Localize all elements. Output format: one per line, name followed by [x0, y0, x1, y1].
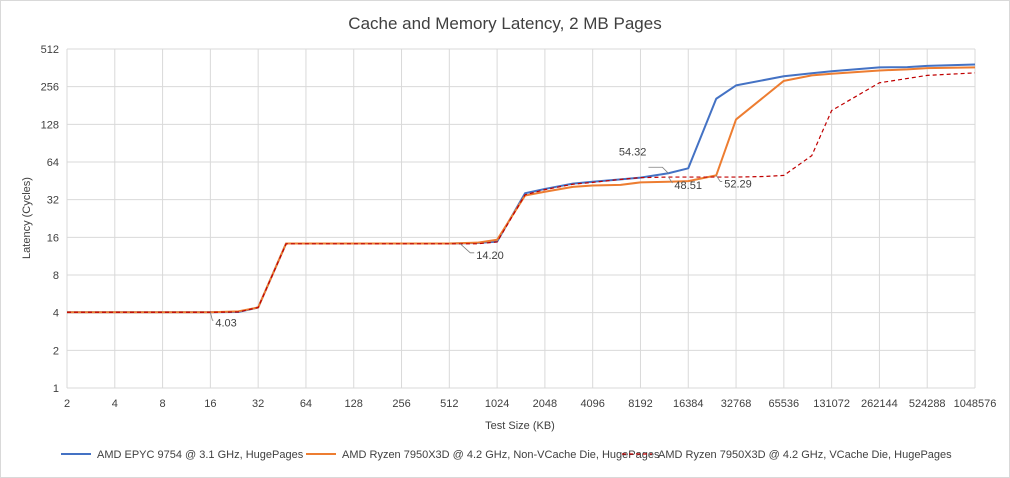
x-tick-label: 512	[440, 398, 458, 410]
x-tick-label: 16	[204, 398, 216, 410]
y-tick-label: 4	[53, 308, 59, 320]
x-tick-label: 262144	[861, 398, 898, 410]
y-tick-label: 512	[41, 44, 59, 56]
x-tick-label: 4	[112, 398, 118, 410]
y-tick-label: 16	[47, 232, 59, 244]
y-axis-ticks: 1 2 4 8 16 32 64 128 256 512	[41, 44, 59, 395]
x-tick-label: 2	[64, 398, 70, 410]
x-tick-label: 32768	[721, 398, 752, 410]
x-tick-label: 32	[252, 398, 264, 410]
x-axis-label: Test Size (KB)	[485, 420, 555, 432]
annotation-leader	[715, 175, 723, 182]
annotation-leader	[648, 166, 669, 174]
y-tick-label: 64	[47, 157, 59, 169]
x-tick-label: 1048576	[954, 398, 997, 410]
annotation-leader	[668, 176, 673, 184]
x-tick-label: 524288	[909, 398, 946, 410]
legend-label-1: AMD EPYC 9754 @ 3.1 GHz, HugePages	[97, 449, 304, 461]
series-lines	[67, 63, 976, 314]
data-annotations: 4.03 14.20 54.32 48.51 52.29	[209, 146, 752, 329]
x-tick-label: 64	[300, 398, 312, 410]
y-tick-label: 256	[41, 82, 59, 94]
y-tick-label: 8	[53, 270, 59, 282]
x-tick-label: 128	[345, 398, 363, 410]
y-tick-label: 2	[53, 345, 59, 357]
legend-label-3: AMD Ryzen 7950X3D @ 4.2 GHz, VCache Die,…	[658, 449, 952, 461]
x-tick-label: 8	[160, 398, 166, 410]
series-line-3	[67, 72, 976, 313]
legend-label-2: AMD Ryzen 7950X3D @ 4.2 GHz, Non-VCache …	[342, 449, 660, 461]
y-axis-label: Latency (Cycles)	[21, 177, 33, 259]
chart-title: Cache and Memory Latency, 2 MB Pages	[348, 14, 661, 33]
series-line-2	[67, 66, 976, 314]
annotation-label: 48.51	[674, 180, 702, 192]
x-tick-label: 16384	[673, 398, 704, 410]
legend: AMD EPYC 9754 @ 3.1 GHz, HugePages AMD Ry…	[61, 449, 952, 461]
x-tick-label: 131072	[813, 398, 850, 410]
annotation-label: 14.20	[476, 250, 504, 262]
x-tick-label: 1024	[485, 398, 509, 410]
y-tick-label: 128	[41, 119, 59, 131]
gridlines	[66, 48, 976, 389]
x-tick-label: 4096	[580, 398, 604, 410]
x-tick-label: 256	[392, 398, 410, 410]
annotation-label: 4.03	[215, 317, 236, 329]
y-tick-label: 32	[47, 195, 59, 207]
x-tick-label: 65536	[769, 398, 800, 410]
annotation-label: 54.32	[619, 146, 647, 158]
annotation-label: 52.29	[724, 178, 752, 190]
x-tick-label: 8192	[628, 398, 652, 410]
y-tick-label: 1	[53, 383, 59, 395]
annotation-leader	[209, 312, 214, 321]
annotation-leader	[459, 243, 475, 254]
x-axis-ticks: 2 4 8 16 32 64 128 256 512 1024 2048 4096 8192 16384 3…	[64, 398, 996, 410]
x-tick-label: 2048	[533, 398, 557, 410]
